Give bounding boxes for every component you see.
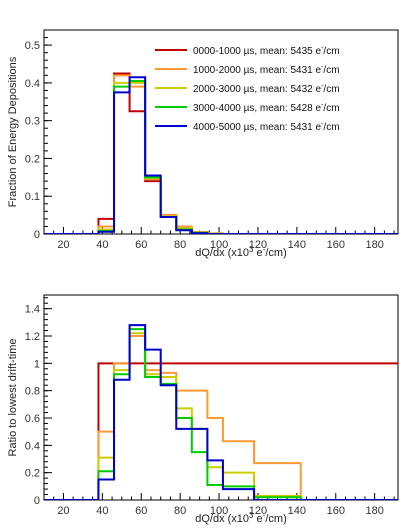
y-tick-label: 1 [34,358,40,370]
y-tick-label: 0.4 [25,78,40,90]
x-axis-title: dQ/dx (x103 e-/cm) [195,511,287,525]
x-tick-label: 60 [135,239,147,251]
y-tick-label: 0 [34,495,40,507]
x-tick-label: 140 [288,505,306,517]
x-tick-label: 80 [174,239,186,251]
x-tick-label: 40 [96,239,108,251]
y-axis-title: Ratio to lowest drift-time [7,339,19,457]
y-tick-label: 0.3 [25,116,40,128]
x-tick-label: 160 [327,505,345,517]
series-line-2 [44,332,398,500]
x-tick-label: 20 [57,505,69,517]
x-axis-title: dQ/dx (x103 e-/cm) [195,245,287,259]
y-tick-label: 0.6 [25,413,40,425]
y-tick-label: 0.5 [25,40,40,52]
legend-entry-3: 3000-4000 µs, mean: 5428 e-/cm [193,102,340,114]
x-tick-label: 120 [249,505,267,517]
series-group [44,324,398,500]
top-histogram-panel: 20 40 60 80 100 120 140 160 180 0 0.1 0.2 0.3 0.4 0.5 d… [7,29,399,259]
legend-entry-4: 4000-5000 µs, mean: 5431 e-/cm [193,121,340,133]
plot-frame [43,294,399,501]
x-tick-label: 20 [57,239,69,251]
x-tick-label: 80 [174,505,186,517]
y-tick-label: 0 [34,229,40,241]
y-tick-label: 0.2 [25,468,40,480]
ratio-histogram-panel: 20 40 60 80 100 120 140 160 180 0 0.2 0.4 0.6 0.8 1 1.2… [7,294,399,525]
series-line-1 [44,335,398,500]
y-tick-label: 1.2 [25,331,40,343]
series-line-0 [44,72,398,234]
y-tick-label: 0.4 [25,440,40,452]
legend-entry-2: 2000-3000 µs, mean: 5432 e-/cm [193,83,340,95]
y-tick-label: 1.4 [25,304,40,316]
legend-entry-1: 1000-2000 µs, mean: 5431 e-/cm [193,64,340,76]
x-tick-label: 60 [135,505,147,517]
series-line-1 [44,74,398,234]
series-line-3 [44,328,398,500]
x-tick-label: 40 [96,505,108,517]
y-axis-title: Fraction of Energy Depositions [7,56,19,207]
x-tick-label: 100 [210,505,228,517]
y-tick-label: 0.2 [25,153,40,165]
y-tick-label: 0.8 [25,386,40,398]
series-group [44,72,398,234]
legend-entry-0: 0000-1000 µs, mean: 5435 e-/cm [193,45,340,57]
x-tick-label: 100 [210,239,228,251]
x-tick-label: 180 [365,505,383,517]
x-tick-label: 120 [249,239,267,251]
y-tick-label: 0.1 [25,191,40,203]
series-line-4 [44,76,398,234]
x-tick-label: 140 [288,239,306,251]
x-tick-label: 180 [365,239,383,251]
series-line-0 [44,362,398,500]
series-line-4 [44,324,398,500]
x-tick-label: 160 [327,239,345,251]
